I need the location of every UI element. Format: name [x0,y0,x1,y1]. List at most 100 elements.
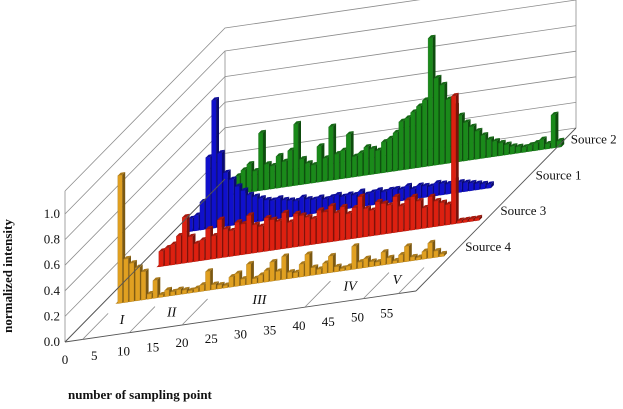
bar-top [310,264,319,268]
bar-top [416,254,424,258]
bar-front [281,212,287,250]
bar-front [410,111,416,169]
bar-top [357,258,365,263]
bar-top [498,139,506,144]
bar-top [188,215,196,220]
region-label: I [119,313,126,328]
x-tick-label: 10 [117,344,130,359]
bar-top [381,248,389,253]
bar-side [491,181,494,188]
bar-side [157,277,161,298]
bar-front [322,262,328,274]
bar-front [339,267,345,272]
series-label: Source 4 [465,239,511,254]
bar-top [170,288,178,293]
bar-front [386,189,392,204]
x-axis-line [64,290,417,343]
bar-top [147,290,155,295]
bar-side [414,253,418,261]
bar-top [141,268,149,272]
bar-top [246,212,254,216]
bar-top [474,127,483,132]
bar-top [264,160,272,165]
bar [152,277,161,299]
bar-top [510,143,518,147]
bar-top [240,187,249,191]
bar-front [293,123,299,186]
bar-top [223,169,231,173]
bar-front [170,291,176,297]
bar-front [328,126,334,181]
bar-front [281,161,287,188]
bar-top [474,180,483,184]
bar-front [281,255,287,280]
bar-top [223,225,231,230]
bar [117,172,126,304]
bar-top [439,250,447,255]
bar-top [152,277,161,281]
bar-front [263,217,269,252]
bar-front [299,158,305,186]
bar-top [381,138,389,143]
bar-top [504,141,512,145]
bar-front [257,274,263,284]
bar [304,251,313,277]
bar-front [462,182,468,193]
bar-top [351,204,360,209]
bar-front [193,243,199,262]
bar-top [334,150,342,155]
bar-top [311,161,319,166]
bar-front [304,198,310,216]
bar-side [186,286,190,294]
bar-front [392,132,398,172]
bar-top [439,81,448,86]
bar-top [480,132,489,136]
bar-front [316,209,322,245]
bar [328,252,336,274]
x-tick-label: 35 [263,322,276,337]
bar-top [205,154,214,158]
bar-top [275,195,284,199]
bar-front [346,133,351,179]
bar-top [234,183,243,187]
bar-top [170,241,178,245]
bar-front [287,150,293,187]
bar [181,286,190,295]
bar-top [123,255,131,260]
bar-front [234,185,240,226]
bar-front [258,226,263,253]
bar-top [217,149,225,154]
bar-top [521,143,530,148]
bar-top [310,215,319,220]
bar-front [421,207,427,229]
bar-front [170,243,176,266]
bar-top [187,287,196,291]
bar-front [193,287,199,293]
bar-top [287,219,295,223]
bar-top [445,201,453,205]
bar-front [392,196,398,234]
y-tick-label: 0.2 [44,308,60,323]
y-tick-label: 0.4 [44,283,61,298]
bar-top [293,120,301,125]
bar-top [468,179,477,184]
bar-side [221,281,225,289]
bar-top [281,253,289,257]
bar-front [375,201,380,236]
bar-front [146,293,152,300]
bar-top [275,218,284,222]
bar-top [474,214,483,219]
bar-top [463,216,471,221]
bar-front [480,183,486,190]
bar-top [176,286,184,290]
series-label: Source 2 [571,131,617,146]
bar-front [398,254,404,263]
bar-front [246,163,252,193]
bar-front [527,144,533,152]
bar-top [270,197,278,201]
bar-front [533,142,539,152]
bar-front [252,278,258,285]
bar-top [269,216,278,220]
bar-front [310,267,316,276]
bar-top [375,187,383,191]
